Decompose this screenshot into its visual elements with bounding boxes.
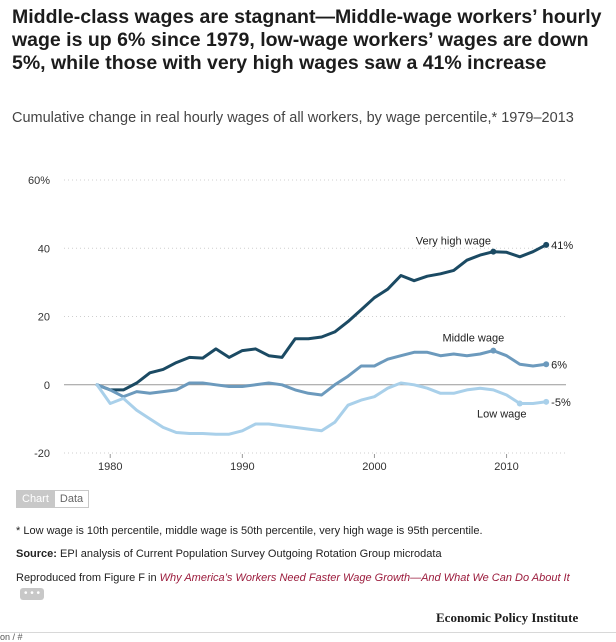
y-tick-label: -20 — [34, 448, 50, 460]
footnote: * Low wage is 10th percentile, middle wa… — [16, 525, 483, 537]
y-tick-label: 60% — [28, 175, 50, 187]
series-line-very-high-wage — [95, 243, 548, 392]
chart-title: Middle-class wages are stagnant—Middle-w… — [12, 6, 602, 74]
x-tick-label: 2010 — [494, 461, 518, 473]
more-button[interactable]: • • • — [20, 588, 45, 601]
source-label: Source: — [16, 548, 57, 560]
brand-logo: Economic Policy Institute — [436, 610, 579, 625]
line-chart: -20 0 20 40 60% 1980 1990 2000 2010 41% Very high… — [28, 175, 574, 473]
series-end-label: -5% — [551, 397, 571, 409]
series-endpoint — [543, 361, 550, 368]
chart-subtitle: Cumulative change in real hourly wages o… — [12, 110, 574, 126]
source-text: EPI analysis of Current Population Surve… — [56, 548, 442, 560]
repro-prefix: Reproduced from Figure F in — [16, 572, 160, 584]
series-lines — [95, 241, 550, 436]
report-link[interactable]: Why America’s Workers Need Faster Wage G… — [159, 572, 570, 584]
series-marker — [490, 347, 497, 354]
source-note: Source: EPI analysis of Current Populati… — [16, 547, 596, 561]
divider — [0, 632, 616, 633]
y-tick-label: 40 — [38, 243, 50, 255]
reproduced-note: Reproduced from Figure F in Why America’… — [16, 570, 586, 602]
series-endpoint — [543, 398, 550, 405]
series-marker — [516, 400, 523, 407]
series-end-label: 41% — [551, 240, 573, 252]
x-tick-label: 1990 — [230, 461, 254, 473]
series-end-label: 6% — [551, 359, 567, 371]
view-toggle: Chart Data — [16, 490, 90, 508]
chart-tab[interactable]: Chart — [16, 490, 55, 508]
series-name-label: Low wage — [477, 409, 527, 421]
series-line-middle-wage — [95, 349, 548, 399]
x-tick-label: 1980 — [98, 461, 122, 473]
series-endpoint — [543, 241, 550, 248]
gridlines — [64, 179, 566, 454]
axis-labels: -20 0 20 40 60% 1980 1990 2000 2010 — [28, 175, 519, 473]
y-tick-label: 0 — [44, 380, 50, 392]
data-tab[interactable]: Data — [54, 490, 90, 508]
y-tick-label: 20 — [38, 312, 50, 324]
url-fragment: on / # — [0, 632, 23, 642]
series-marker — [490, 248, 497, 255]
series-line-low-wage — [95, 381, 548, 436]
series-name-label: Very high wage — [416, 236, 491, 248]
x-tick-label: 2000 — [362, 461, 386, 473]
series-name-label: Middle wage — [442, 333, 504, 345]
series-labels: 41% Very high wage 6% Middle wage -5% Low wag… — [416, 236, 574, 421]
